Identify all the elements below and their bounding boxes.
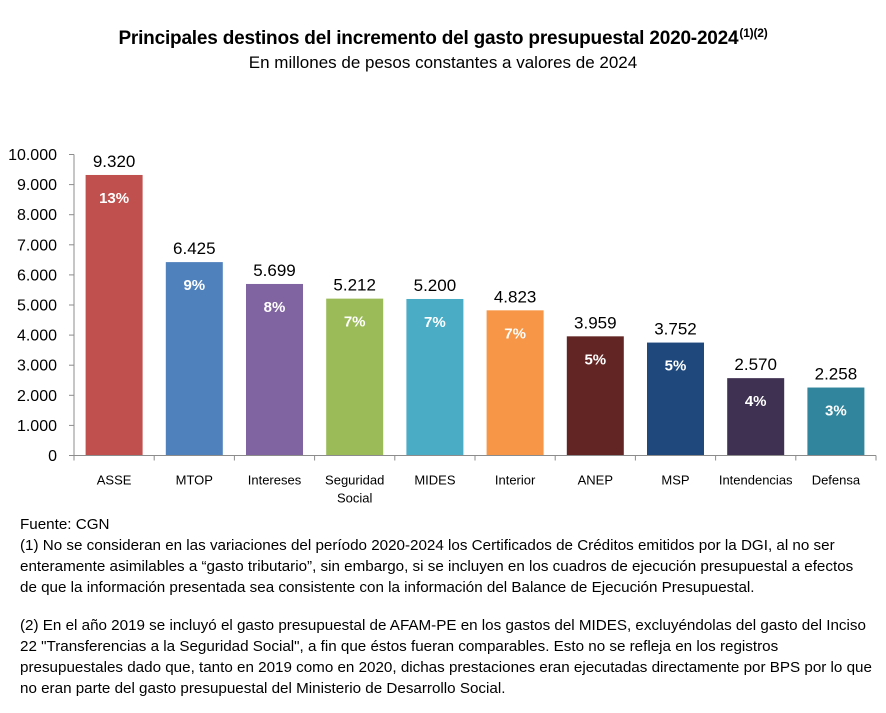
x-category-label: Intereses	[248, 473, 302, 488]
source-note: Fuente: CGN	[20, 514, 872, 535]
bar-value-label: 2.258	[815, 365, 858, 384]
bar-value-label: 6.425	[173, 239, 216, 258]
bar-percent-label: 5%	[665, 358, 687, 375]
y-tick-label: 0	[48, 448, 57, 465]
x-category-label: ASSE	[97, 473, 132, 488]
chart-title-footnote-marks: (1)(2)	[739, 26, 768, 40]
bar-percent-label: 7%	[504, 325, 526, 342]
bar-percent-label: 8%	[264, 299, 286, 316]
bar-value-label: 5.200	[414, 276, 457, 295]
y-tick-label: 8.000	[17, 207, 57, 224]
bar	[165, 262, 223, 456]
bar-value-label: 9.320	[93, 152, 136, 171]
bar-value-label: 4.823	[494, 287, 537, 306]
x-category-label: Social	[337, 491, 373, 506]
bar-value-label: 3.959	[574, 313, 617, 332]
y-tick-label: 6.000	[17, 267, 57, 284]
bars: 9.320 13% 6.425 9% 5.699 8% 5.212 7% 5.200 7% 4.82…	[85, 152, 865, 456]
bar	[807, 387, 865, 456]
x-category-label: Defensa	[812, 473, 861, 488]
y-tick-label: 10.000	[8, 147, 57, 164]
chart-title: Principales destinos del incremento del …	[0, 26, 886, 50]
y-tick-label: 1.000	[17, 418, 57, 435]
footnote-2-text: (2) En el año 2019 se incluyó el gasto p…	[20, 617, 872, 697]
bar-percent-label: 3%	[825, 403, 847, 420]
chart-subtitle: En millones de pesos constantes a valore…	[248, 53, 638, 72]
y-tick-label: 3.000	[17, 358, 57, 375]
x-category-label: MTOP	[176, 473, 213, 488]
bar-value-label: 3.752	[654, 320, 697, 339]
bar-percent-label: 7%	[344, 314, 366, 331]
x-axis: ASSE MTOP Intereses Seguridad Social MIDES Int…	[73, 455, 877, 506]
bar	[727, 378, 785, 456]
chart-title-text: Principales destinos del incremento del …	[118, 28, 739, 49]
bar	[647, 342, 704, 456]
source-text: Fuente: CGN	[20, 516, 110, 533]
bar-chart: 0 1.000 2.000 3.000 4.000 5.000 6.000 7.000 8.00…	[8, 147, 877, 506]
x-category-label: MIDES	[414, 473, 456, 488]
x-category-label: Seguridad	[325, 473, 384, 488]
bar-percent-label: 13%	[99, 190, 129, 207]
bar-percent-label: 4%	[745, 393, 767, 410]
x-category-label: Interior	[495, 473, 536, 488]
bar-percent-label: 7%	[424, 314, 446, 331]
y-tick-label: 7.000	[17, 237, 57, 254]
bar	[326, 298, 384, 456]
y-tick-label: 2.000	[17, 388, 57, 405]
bar-percent-label: 9%	[183, 277, 205, 294]
y-axis: 0 1.000 2.000 3.000 4.000 5.000 6.000 7.000 8.00…	[8, 147, 75, 465]
bar-value-label: 2.570	[734, 355, 777, 374]
bar	[85, 174, 143, 456]
bar-percent-label: 5%	[584, 351, 606, 368]
y-tick-label: 5.000	[17, 298, 57, 315]
x-category-label: Intendencias	[719, 473, 793, 488]
x-category-label: ANEP	[578, 473, 613, 488]
bar	[246, 283, 303, 456]
bar	[406, 298, 464, 456]
footnote-2: (2) En el año 2019 se incluyó el gasto p…	[20, 615, 872, 699]
x-category-label: MSP	[661, 473, 689, 488]
bar-value-label: 5.212	[333, 276, 376, 295]
bar	[486, 310, 544, 456]
footnote-1: (1) No se consideran en las variaciones …	[20, 535, 872, 598]
bar	[566, 336, 624, 456]
bar-value-label: 5.699	[253, 261, 296, 280]
y-tick-label: 9.000	[17, 177, 57, 194]
footnote-1-text: (1) No se consideran en las variaciones …	[20, 537, 854, 596]
y-tick-label: 4.000	[17, 328, 57, 345]
